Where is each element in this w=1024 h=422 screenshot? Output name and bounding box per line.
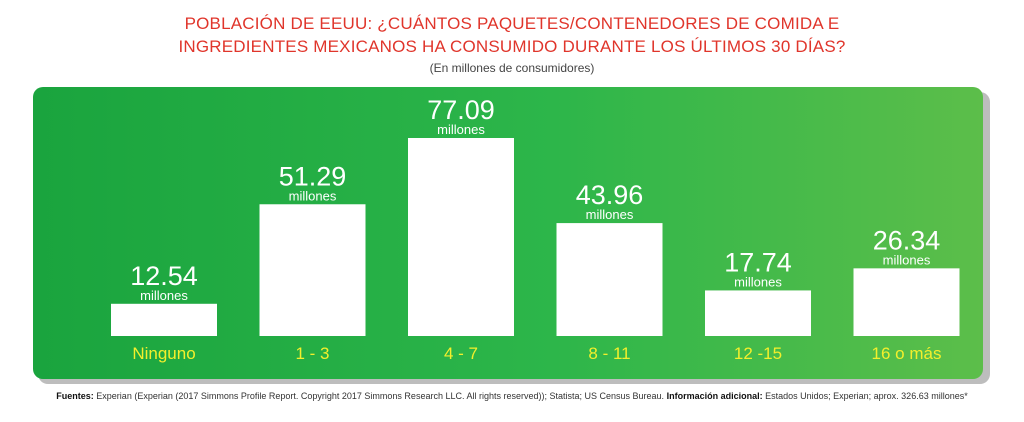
value-label-1: 12.54 bbox=[130, 261, 198, 291]
bar-6 bbox=[853, 268, 960, 336]
unit-label-1: millones bbox=[140, 288, 188, 303]
category-label-5: 12 -15 bbox=[734, 344, 782, 363]
category-label-6: 16 o más bbox=[872, 344, 942, 363]
bar-4 bbox=[556, 223, 663, 336]
value-label-5: 17.74 bbox=[724, 247, 792, 277]
value-label-4: 43.96 bbox=[576, 180, 644, 210]
chart-title: POBLACIÓN DE EEUU: ¿CUÁNTOS PAQUETES/CON… bbox=[0, 12, 1024, 58]
category-label-3: 4 - 7 bbox=[444, 344, 478, 363]
chart-subtitle: (En millones de consumidores) bbox=[429, 61, 595, 75]
value-label-2: 51.29 bbox=[279, 161, 347, 191]
additional-info-text: Estados Unidos; Experian; aprox. 326.63 … bbox=[765, 391, 968, 401]
unit-label-5: millones bbox=[734, 274, 782, 289]
chart-title-line-1: POBLACIÓN DE EEUU: ¿CUÁNTOS PAQUETES/CON… bbox=[184, 14, 840, 33]
category-label-1: Ninguno bbox=[132, 344, 195, 363]
sources-text: Experian (Experian (2017 Simmons Profile… bbox=[96, 391, 665, 401]
bar-5 bbox=[705, 290, 811, 336]
unit-label-4: millones bbox=[586, 207, 634, 222]
additional-info-label: Información adicional: bbox=[666, 391, 763, 401]
chart-panel: 12.54 millones Ninguno 51.29 millones 1 - 3 77… bbox=[33, 87, 983, 379]
unit-label-2: millones bbox=[289, 188, 337, 203]
bar-1 bbox=[111, 303, 217, 336]
chart-title-line-2: INGREDIENTES MEXICANOS HA CONSUMIDO DURA… bbox=[178, 37, 846, 56]
category-label-4: 8 - 11 bbox=[588, 344, 630, 363]
unit-label-6: millones bbox=[883, 252, 931, 267]
category-label-2: 1 - 3 bbox=[295, 344, 329, 363]
unit-label-3: millones bbox=[437, 122, 485, 137]
sources-footnote: Fuentes: Experian (Experian (2017 Simmon… bbox=[0, 391, 1024, 401]
sources-label: Fuentes: bbox=[56, 391, 94, 401]
value-label-3: 77.09 bbox=[427, 95, 495, 125]
bar-3 bbox=[408, 138, 514, 336]
bar-2 bbox=[259, 204, 366, 336]
value-label-6: 26.34 bbox=[873, 225, 941, 255]
